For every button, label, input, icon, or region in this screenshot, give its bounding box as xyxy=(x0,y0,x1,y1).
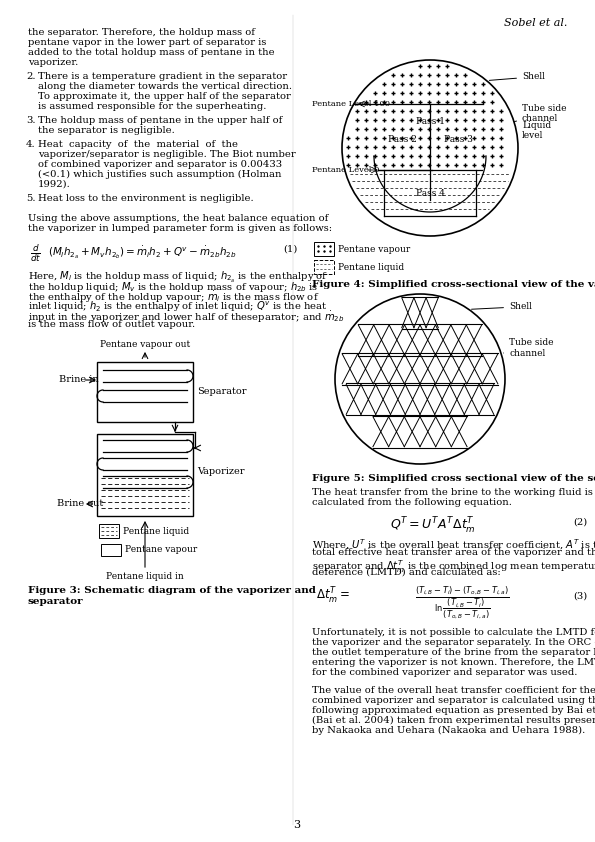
Text: the enthalpy of the holdup vapour; $\dot{m}_i$ is the mass flow of: the enthalpy of the holdup vapour; $\dot… xyxy=(28,290,320,305)
Text: 3: 3 xyxy=(293,820,300,830)
Text: vaporizer/separator is negligible. The Biot number: vaporizer/separator is negligible. The B… xyxy=(38,150,296,159)
Bar xyxy=(97,434,193,516)
Text: Pentane vapour out: Pentane vapour out xyxy=(100,340,190,349)
Text: following approximated equation as presented by Bai et al.: following approximated equation as prese… xyxy=(312,706,595,715)
Text: Figure 4: Simplified cross-sectional view of the vaporizer: Figure 4: Simplified cross-sectional vie… xyxy=(312,280,595,289)
Bar xyxy=(101,544,121,556)
Text: Separator: Separator xyxy=(197,387,246,397)
Text: $(M_l h_{2_a}+M_v h_{2_b})=\dot{m}_i h_2+Q^v-\dot{m}_{2b}h_{2b}$: $(M_l h_{2_a}+M_v h_{2_b})=\dot{m}_i h_2… xyxy=(48,245,236,261)
Text: pentane vapor in the lower part of separator is: pentane vapor in the lower part of separ… xyxy=(28,38,267,47)
Text: 3.: 3. xyxy=(26,116,36,125)
Text: the separator is negligible.: the separator is negligible. xyxy=(38,126,175,135)
Text: 1992).: 1992). xyxy=(38,180,71,189)
Text: The holdup mass of pentane in the upper half of: The holdup mass of pentane in the upper … xyxy=(38,116,283,125)
Text: Pentane liquid: Pentane liquid xyxy=(123,526,189,536)
Bar xyxy=(314,242,334,256)
Text: Tube side
channel: Tube side channel xyxy=(503,338,553,358)
Text: Pass 3: Pass 3 xyxy=(443,135,472,143)
Text: Heat loss to the environment is negligible.: Heat loss to the environment is negligib… xyxy=(38,194,253,203)
Text: 5.: 5. xyxy=(26,194,36,203)
Text: deference (LMTD) and calculated as:: deference (LMTD) and calculated as: xyxy=(312,568,501,577)
Text: the vaporizer and the separator separately. In the ORC cycle,: the vaporizer and the separator separate… xyxy=(312,638,595,647)
Text: (2): (2) xyxy=(574,518,588,527)
Text: Figure 5: Simplified cross sectional view of the separator: Figure 5: Simplified cross sectional vie… xyxy=(312,474,595,483)
Text: The heat transfer from the brine to the working fluid is: The heat transfer from the brine to the … xyxy=(312,488,593,497)
Text: the holdup liquid; $M_v$ is the holdup mass of vapour; $h_{2b}$ is: the holdup liquid; $M_v$ is the holdup m… xyxy=(28,280,318,294)
Text: (1): (1) xyxy=(283,245,298,254)
Text: Heat  capacity  of  the  material  of  the: Heat capacity of the material of the xyxy=(38,140,238,149)
Text: Pentane liquid: Pentane liquid xyxy=(338,263,404,271)
Text: Pentane Level 0: Pentane Level 0 xyxy=(312,166,380,174)
Text: Brine out: Brine out xyxy=(57,499,104,509)
Text: $\frac{d}{dt}$: $\frac{d}{dt}$ xyxy=(30,242,41,264)
Text: Using the above assumptions, the heat balance equation of: Using the above assumptions, the heat ba… xyxy=(28,214,328,223)
Text: the vaporizer in lumped parameter form is given as follows:: the vaporizer in lumped parameter form i… xyxy=(28,224,332,233)
Text: added to the total holdup mass of pentane in the: added to the total holdup mass of pentan… xyxy=(28,48,275,57)
Text: Shell: Shell xyxy=(489,72,545,82)
Text: separator and $\Delta t^T_m$ is the combined log mean temperature: separator and $\Delta t^T_m$ is the comb… xyxy=(312,558,595,575)
Text: Pass 1: Pass 1 xyxy=(415,118,444,126)
Text: The value of the overall heat transfer coefficient for the: The value of the overall heat transfer c… xyxy=(312,686,595,695)
Text: Unfortunately, it is not possible to calculate the LMTD for: Unfortunately, it is not possible to cal… xyxy=(312,628,595,637)
Text: separator: separator xyxy=(28,597,84,606)
Text: Liquid
level: Liquid level xyxy=(522,120,551,140)
Text: (Bai et al. 2004) taken from experimental results presented: (Bai et al. 2004) taken from experimenta… xyxy=(312,716,595,725)
Text: Pass 4: Pass 4 xyxy=(415,189,444,198)
Text: (3): (3) xyxy=(574,592,588,601)
Text: There is a temperature gradient in the separator: There is a temperature gradient in the s… xyxy=(38,72,287,81)
Text: by Nakaoka and Uehara (Nakaoka and Uehara 1988).: by Nakaoka and Uehara (Nakaoka and Uehar… xyxy=(312,726,585,735)
Text: input in the vaporizer and lower half of theseparator; and $\dot{m}_{2b}$: input in the vaporizer and lower half of… xyxy=(28,310,345,325)
Text: Pentane vapour: Pentane vapour xyxy=(338,244,410,253)
Text: is the mass flow of outlet vapour.: is the mass flow of outlet vapour. xyxy=(28,320,195,329)
Text: vaporizer.: vaporizer. xyxy=(28,58,79,67)
Text: combined vaporizer and separator is calculated using the: combined vaporizer and separator is calc… xyxy=(312,696,595,705)
Text: 2.: 2. xyxy=(26,72,36,81)
Text: inlet liquid; $h_2$ is the enthalpy of inlet liquid; $Q^v$ is the heat: inlet liquid; $h_2$ is the enthalpy of i… xyxy=(28,300,328,314)
Bar xyxy=(97,362,193,422)
Text: the separator. Therefore, the holdup mass of: the separator. Therefore, the holdup mas… xyxy=(28,28,255,37)
Text: calculated from the following equation.: calculated from the following equation. xyxy=(312,498,512,507)
Text: $Q^T = U^T A^T \Delta t^T_m$: $Q^T = U^T A^T \Delta t^T_m$ xyxy=(390,516,475,536)
Text: (<0.1) which justifies such assumption (Holman: (<0.1) which justifies such assumption (… xyxy=(38,170,281,179)
Text: Pentane Level 100: Pentane Level 100 xyxy=(312,100,390,108)
Bar xyxy=(314,260,334,274)
Text: Vaporizer: Vaporizer xyxy=(197,466,245,476)
Text: of combined vaporizer and separator is 0.00433: of combined vaporizer and separator is 0… xyxy=(38,160,282,169)
Text: is assumed responsible for the superheating.: is assumed responsible for the superheat… xyxy=(38,102,267,111)
Text: Figure 3: Schematic diagram of the vaporizer and: Figure 3: Schematic diagram of the vapor… xyxy=(28,586,316,595)
Text: along the diameter towards the vertical direction.: along the diameter towards the vertical … xyxy=(38,82,292,91)
Text: Pass 2: Pass 2 xyxy=(387,135,416,143)
Text: $\frac{(T_{i,B}-T_i)-(T_{o,B}-T_{i,a})}{\ln\dfrac{(T_{i,B}-T_i)}{(T_{o,B}-T_{i,a: $\frac{(T_{i,B}-T_i)-(T_{o,B}-T_{i,a})}{… xyxy=(415,584,510,621)
Text: Sobel et al.: Sobel et al. xyxy=(503,18,567,28)
Text: Brine in: Brine in xyxy=(59,376,99,385)
Text: $\Delta t^T_m =$: $\Delta t^T_m =$ xyxy=(316,586,350,606)
Text: To approximate it, the upper half of the separator: To approximate it, the upper half of the… xyxy=(38,92,291,101)
Bar xyxy=(99,524,119,538)
Text: 4.: 4. xyxy=(26,140,36,149)
Text: Where, $U^T$ is the overall heat transfer coefficient, $A^T$ is the: Where, $U^T$ is the overall heat transfe… xyxy=(312,538,595,552)
Text: total effective heat transfer area of the vaporizer and the: total effective heat transfer area of th… xyxy=(312,548,595,557)
Text: Pentane vapour: Pentane vapour xyxy=(125,546,198,555)
Text: for the combined vaporizer and separator was used.: for the combined vaporizer and separator… xyxy=(312,668,577,677)
Text: Here, $M_l$ is the holdup mass of liquid; $h_{2_a}$ is the enthalpy of: Here, $M_l$ is the holdup mass of liquid… xyxy=(28,270,328,285)
Text: Pentane liquid in: Pentane liquid in xyxy=(106,572,184,581)
Text: entering the vaporizer is not known. Therefore, the LMTD: entering the vaporizer is not known. The… xyxy=(312,658,595,667)
Text: the outlet temperature of the brine from the separator before: the outlet temperature of the brine from… xyxy=(312,648,595,657)
Text: Tube side
channel: Tube side channel xyxy=(515,104,566,124)
Text: Shell: Shell xyxy=(471,302,532,312)
